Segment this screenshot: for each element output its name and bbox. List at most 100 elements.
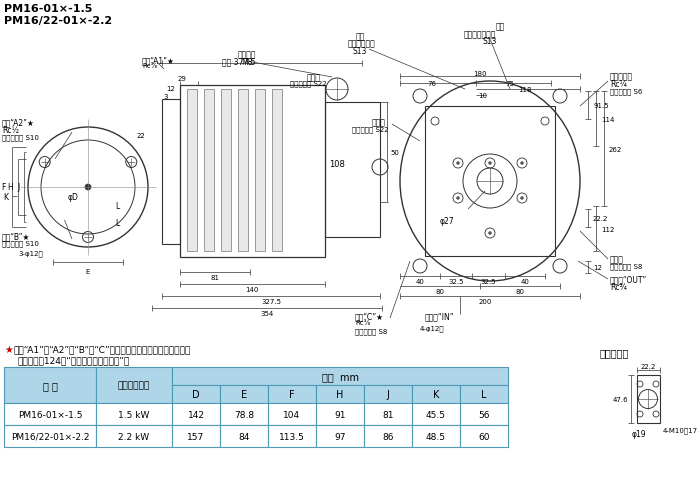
Text: 12: 12 xyxy=(167,86,176,92)
Bar xyxy=(412,385,460,403)
Text: 114: 114 xyxy=(601,116,615,122)
Text: 354: 354 xyxy=(260,310,274,316)
Bar xyxy=(460,425,508,447)
Text: 84: 84 xyxy=(238,431,250,441)
Text: 81: 81 xyxy=(211,274,220,281)
Text: 减小: 减小 xyxy=(496,22,505,31)
Text: 80: 80 xyxy=(435,288,444,294)
Text: F: F xyxy=(1,183,6,192)
Text: Rc½: Rc½ xyxy=(2,126,19,135)
Text: 200: 200 xyxy=(478,298,491,305)
Bar xyxy=(460,385,508,403)
Circle shape xyxy=(521,162,524,165)
Text: 45.5: 45.5 xyxy=(426,409,446,419)
Circle shape xyxy=(489,162,491,165)
Text: 91: 91 xyxy=(335,409,346,419)
Text: 吸入口“IN”: 吸入口“IN” xyxy=(425,311,454,320)
Text: 78.8: 78.8 xyxy=(234,409,254,419)
Text: H: H xyxy=(336,389,344,399)
Bar xyxy=(316,385,364,403)
Bar xyxy=(172,385,220,403)
Text: 327.5: 327.5 xyxy=(261,298,281,305)
Text: 接口“C”★: 接口“C”★ xyxy=(355,311,384,320)
Text: 10: 10 xyxy=(478,93,487,99)
Text: 油塞内六角 S10: 油塞内六角 S10 xyxy=(2,134,39,141)
Text: 流量调节器螺钉: 流量调节器螺钉 xyxy=(464,30,496,39)
Bar xyxy=(187,90,197,251)
Bar xyxy=(204,90,214,251)
Text: K: K xyxy=(433,389,439,399)
Text: 22.2: 22.2 xyxy=(593,216,608,222)
Bar xyxy=(172,367,508,385)
Bar xyxy=(364,403,412,425)
Text: 接口“A2”★: 接口“A2”★ xyxy=(2,118,35,127)
Text: Rc³⁄₈: Rc³⁄₈ xyxy=(142,63,158,69)
Text: PM16-01×-1.5: PM16-01×-1.5 xyxy=(4,4,92,14)
Text: 75: 75 xyxy=(505,81,514,87)
Text: 50: 50 xyxy=(390,150,399,156)
Text: 输出口“OUT”: 输出口“OUT” xyxy=(610,274,648,284)
Bar xyxy=(96,403,172,425)
Text: 29: 29 xyxy=(178,76,186,82)
Text: 60: 60 xyxy=(478,431,490,441)
Bar xyxy=(4,425,96,447)
Bar xyxy=(316,403,364,425)
Text: 接口“B”★: 接口“B”★ xyxy=(2,231,30,241)
Text: 32.5: 32.5 xyxy=(448,279,463,285)
Text: 加油口: 加油口 xyxy=(372,118,386,127)
Bar xyxy=(4,367,96,403)
Text: PM16/22-01×-2.2: PM16/22-01×-2.2 xyxy=(10,431,90,441)
Text: 详情请参见124页“电机泵使用注意事项”。: 详情请参见124页“电机泵使用注意事项”。 xyxy=(18,355,130,364)
Text: 91.5: 91.5 xyxy=(593,103,608,109)
Bar xyxy=(636,375,659,423)
Text: 157: 157 xyxy=(188,431,204,441)
Text: K: K xyxy=(3,193,8,202)
Bar xyxy=(325,103,380,238)
Text: 接口“A1”★: 接口“A1”★ xyxy=(142,56,175,65)
Text: L: L xyxy=(482,389,486,399)
Text: 升压: 升压 xyxy=(356,32,365,41)
Bar xyxy=(460,403,508,425)
Text: 40: 40 xyxy=(416,279,424,285)
Text: 起吸螺钉: 起吸螺钉 xyxy=(238,50,256,59)
Bar xyxy=(316,425,364,447)
Bar xyxy=(172,403,220,425)
Text: PM16-01×-1.5: PM16-01×-1.5 xyxy=(18,409,83,419)
Text: 86: 86 xyxy=(382,431,393,441)
Text: S13: S13 xyxy=(353,47,368,56)
Text: 3-φ12孔: 3-φ12孔 xyxy=(18,249,43,256)
Bar xyxy=(180,86,325,258)
Bar xyxy=(220,403,268,425)
Bar xyxy=(364,425,412,447)
Text: 140: 140 xyxy=(245,286,259,292)
Bar xyxy=(412,425,460,447)
Text: 4-M10淲17: 4-M10淲17 xyxy=(662,426,698,433)
Text: 113.5: 113.5 xyxy=(279,431,305,441)
Bar xyxy=(220,385,268,403)
Text: 压力检测口: 压力检测口 xyxy=(610,72,633,81)
Text: 48.5: 48.5 xyxy=(426,431,446,441)
Text: M8: M8 xyxy=(241,58,253,67)
Text: L: L xyxy=(116,202,120,211)
Text: 47.6: 47.6 xyxy=(613,396,629,402)
Bar xyxy=(4,403,96,425)
Text: 型 号: 型 号 xyxy=(43,380,57,390)
Bar xyxy=(220,425,268,447)
Text: PM16/22-01×-2.2: PM16/22-01×-2.2 xyxy=(4,16,112,26)
Text: 排气口: 排气口 xyxy=(610,254,624,264)
Circle shape xyxy=(521,197,524,200)
Text: S13: S13 xyxy=(483,37,497,46)
Text: 97: 97 xyxy=(335,431,346,441)
Bar xyxy=(238,90,248,251)
Text: J: J xyxy=(386,389,389,399)
Bar xyxy=(268,385,316,403)
Bar xyxy=(272,90,282,251)
Text: 压力调节螺钉: 压力调节螺钉 xyxy=(348,39,376,48)
Text: E: E xyxy=(241,389,247,399)
Text: 80: 80 xyxy=(515,288,524,294)
Bar xyxy=(255,90,265,251)
Text: 142: 142 xyxy=(188,409,204,419)
Text: 108: 108 xyxy=(329,160,345,169)
Text: 32.5: 32.5 xyxy=(480,279,496,285)
Text: 油塞内六角 S8: 油塞内六角 S8 xyxy=(355,327,387,334)
